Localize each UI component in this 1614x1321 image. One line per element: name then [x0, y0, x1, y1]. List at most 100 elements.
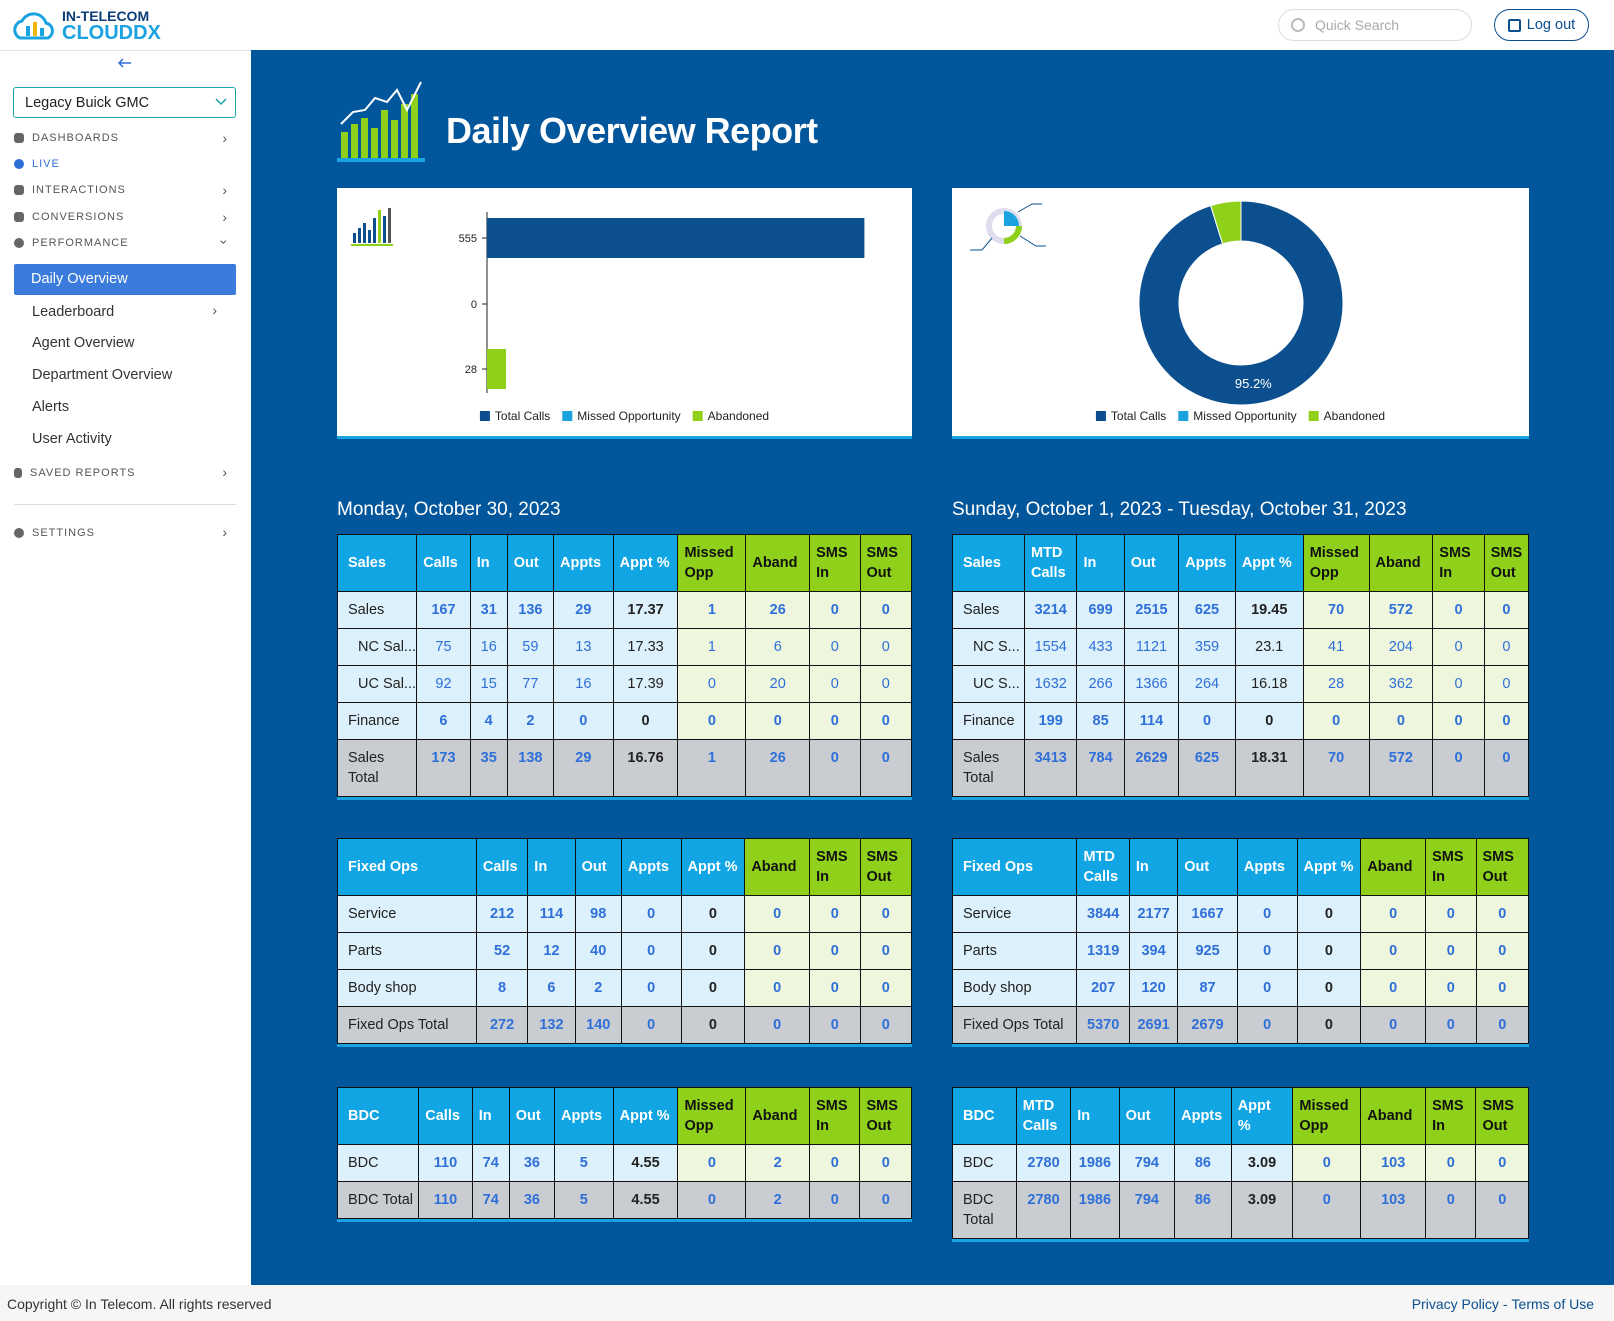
column-header[interactable]: In: [1070, 1087, 1120, 1145]
table-cell: 572: [1368, 739, 1434, 797]
dealer-select[interactable]: Legacy Buick GMC: [13, 87, 236, 118]
column-header[interactable]: Appt %: [612, 1087, 679, 1145]
table-cell: 5370: [1076, 1006, 1130, 1044]
sub-nav-item[interactable]: Alerts: [32, 399, 70, 415]
column-header[interactable]: Aband: [1368, 534, 1434, 592]
column-header[interactable]: Calls: [475, 838, 529, 896]
column-header[interactable]: Appts: [554, 1087, 614, 1145]
column-header[interactable]: Sales: [952, 534, 1025, 592]
column-header[interactable]: Out: [1123, 534, 1180, 592]
column-header[interactable]: In: [471, 1087, 510, 1145]
column-header[interactable]: In: [527, 838, 576, 896]
column-header[interactable]: Aband: [1360, 1087, 1427, 1145]
table-cell: 0: [809, 591, 861, 629]
column-header[interactable]: SMS In: [809, 1087, 861, 1145]
column-header[interactable]: SMS Out: [859, 1087, 912, 1145]
legend-label: Missed Opportunity: [577, 409, 680, 423]
privacy-link[interactable]: Privacy Policy: [1411, 1296, 1499, 1312]
column-header[interactable]: Appts: [620, 838, 682, 896]
table-cell: 36: [508, 1144, 556, 1182]
column-header[interactable]: Aband: [745, 1087, 811, 1145]
row-label: Service: [951, 895, 1078, 933]
column-header[interactable]: Out: [574, 838, 622, 896]
collapse-arrow[interactable]: [117, 57, 133, 69]
table-row: Service 3844 2177 1667 0 0 0 0 0: [951, 895, 1529, 933]
column-header[interactable]: BDC: [952, 1087, 1017, 1145]
table-cell: 1121: [1123, 628, 1180, 666]
nav-item[interactable]: PERFORMANCE: [14, 237, 129, 249]
column-header[interactable]: SMS Out: [1483, 534, 1530, 592]
column-header[interactable]: Appt %: [1230, 1087, 1294, 1145]
column-header[interactable]: SMS In: [1425, 1087, 1477, 1145]
column-header[interactable]: Sales: [336, 534, 418, 592]
column-header[interactable]: Aband: [745, 534, 811, 592]
terms-link[interactable]: Terms of Use: [1511, 1296, 1594, 1312]
column-header[interactable]: MTD Calls: [1076, 838, 1130, 896]
table-cell: 0: [1292, 1144, 1362, 1182]
column-header[interactable]: Calls: [418, 1087, 473, 1145]
sub-nav-item[interactable]: User Activity: [32, 431, 112, 447]
column-header[interactable]: Out: [508, 1087, 556, 1145]
nav-item[interactable]: SETTINGS: [14, 527, 95, 539]
search-box[interactable]: Quick Search: [1278, 9, 1472, 41]
column-header[interactable]: SMS Out: [859, 838, 912, 896]
sub-nav-item[interactable]: Leaderboard: [32, 304, 115, 320]
column-header[interactable]: Fixed Ops: [337, 838, 477, 896]
column-header[interactable]: SMS In: [809, 534, 861, 592]
column-header[interactable]: Appts: [1178, 534, 1236, 592]
sub-nav-item[interactable]: Daily Overview: [31, 271, 128, 287]
table-cell: 0: [677, 702, 747, 740]
nav-item[interactable]: LIVE: [14, 158, 60, 170]
column-header[interactable]: In: [469, 534, 508, 592]
donut-segment: [1210, 200, 1242, 245]
column-header[interactable]: In: [1128, 838, 1179, 896]
nav-item[interactable]: SAVED REPORTS: [14, 467, 136, 479]
data-table: BDC Calls In Out Appts Appt % Missed Opp Aband S…: [336, 1087, 912, 1219]
column-header[interactable]: Appts: [553, 534, 614, 592]
column-header[interactable]: In: [1076, 534, 1125, 592]
nav-item[interactable]: DASHBOARDS: [14, 132, 119, 144]
sub-nav-item[interactable]: Agent Overview: [32, 335, 135, 351]
column-header[interactable]: Appts: [1236, 838, 1298, 896]
column-header[interactable]: Missed Opp: [1292, 1087, 1362, 1145]
column-header[interactable]: Missed Opp: [677, 1087, 747, 1145]
column-header[interactable]: Fixed Ops: [951, 838, 1078, 896]
table-cell: 16: [469, 628, 508, 666]
column-header[interactable]: Out: [506, 534, 555, 592]
column-header[interactable]: Appts: [1174, 1087, 1232, 1145]
column-header[interactable]: MTD Calls: [1015, 1087, 1072, 1145]
column-header[interactable]: Aband: [744, 838, 811, 896]
column-header[interactable]: Appt %: [1296, 838, 1362, 896]
table-cell: 1986: [1070, 1144, 1120, 1182]
column-header[interactable]: SMS Out: [1475, 838, 1529, 896]
table-cell: 0: [809, 895, 861, 933]
table-cell: 5: [554, 1144, 614, 1182]
column-header[interactable]: MTD Calls: [1023, 534, 1078, 592]
column-header[interactable]: SMS Out: [1475, 1087, 1529, 1145]
column-header[interactable]: Aband: [1360, 838, 1427, 896]
logo-top: IN-TELECOM: [62, 8, 150, 24]
column-header[interactable]: BDC: [336, 1087, 420, 1145]
column-header[interactable]: SMS In: [809, 838, 861, 896]
column-header[interactable]: Missed Opp: [677, 534, 747, 592]
row-label: Finance: [336, 702, 418, 740]
column-header[interactable]: Appt %: [1234, 534, 1304, 592]
column-header[interactable]: SMS In: [1425, 838, 1477, 896]
legend: Total Calls Missed Opportunity Abandoned: [479, 409, 769, 423]
logout-button[interactable]: Log out: [1494, 9, 1589, 41]
column-header[interactable]: Out: [1177, 838, 1238, 896]
column-header[interactable]: Out: [1118, 1087, 1176, 1145]
column-header[interactable]: SMS Out: [859, 534, 912, 592]
column-header[interactable]: Calls: [416, 534, 471, 592]
table-cell: 18.31: [1234, 739, 1304, 797]
nav-item[interactable]: INTERACTIONS: [14, 184, 126, 196]
sub-nav-item[interactable]: Department Overview: [32, 367, 173, 383]
column-header[interactable]: Appt %: [680, 838, 746, 896]
active-item-bg[interactable]: [14, 264, 236, 295]
column-header[interactable]: SMS In: [1432, 534, 1485, 592]
table-cell: 3.09: [1230, 1181, 1294, 1239]
column-header[interactable]: Appt %: [612, 534, 679, 592]
column-header[interactable]: Missed Opp: [1302, 534, 1370, 592]
nav-item[interactable]: CONVERSIONS: [14, 211, 124, 223]
table-cell: 0: [1360, 969, 1427, 1007]
